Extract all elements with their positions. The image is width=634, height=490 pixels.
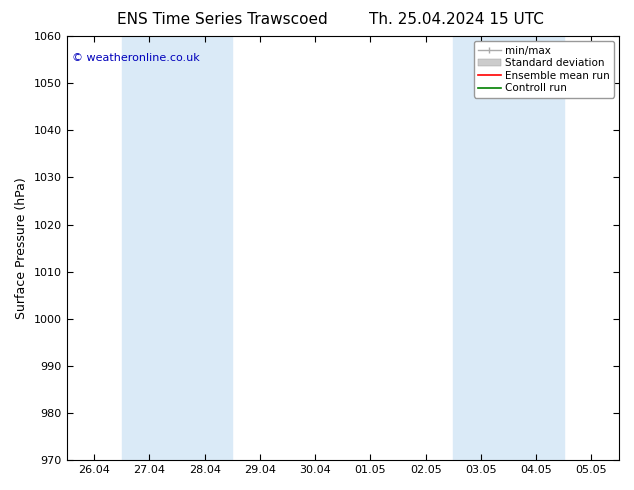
Bar	[453, 36, 564, 460]
Text: © weatheronline.co.uk: © weatheronline.co.uk	[72, 53, 200, 63]
Legend: min/max, Standard deviation, Ensemble mean run, Controll run: min/max, Standard deviation, Ensemble me…	[474, 41, 614, 98]
Bar	[122, 36, 232, 460]
Y-axis label: Surface Pressure (hPa): Surface Pressure (hPa)	[15, 177, 28, 319]
Text: ENS Time Series Trawscoed: ENS Time Series Trawscoed	[117, 12, 327, 27]
Text: Th. 25.04.2024 15 UTC: Th. 25.04.2024 15 UTC	[369, 12, 544, 27]
